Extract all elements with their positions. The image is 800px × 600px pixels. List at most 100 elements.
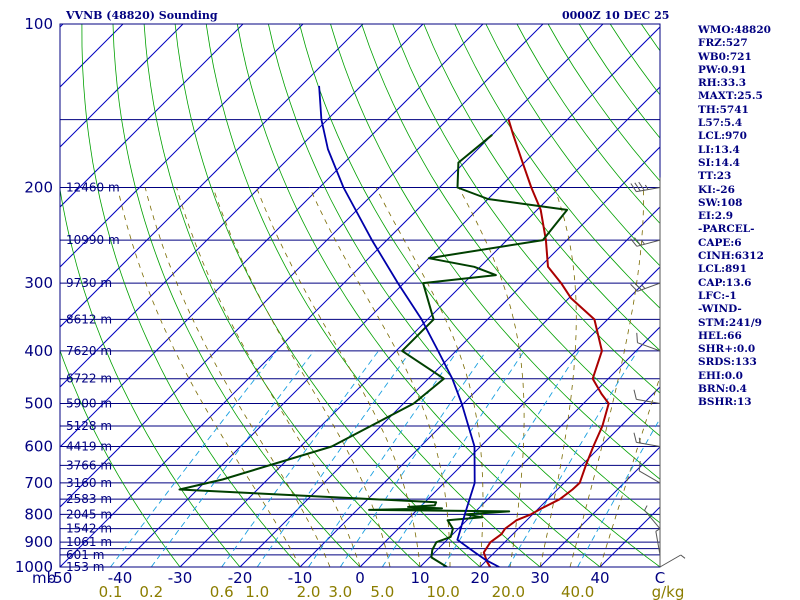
- pressure-unit-label: mb: [32, 569, 56, 587]
- mixing-ratio-line-0.6: [221, 350, 379, 567]
- dry-adiabat-10: [143, 24, 421, 567]
- dewpoint-line: [178, 134, 569, 567]
- mixing-ratio-line-1: [256, 350, 412, 567]
- height-label-800: 2045 m: [66, 507, 112, 521]
- index-item: FRZ:527: [698, 37, 748, 50]
- sounding-time: 0000Z 10 DEC 25: [562, 9, 670, 22]
- mixing-ratio-line-5: [381, 350, 525, 567]
- dry-adiabat-60: [299, 24, 660, 524]
- temperature-tick-labels: mb-50 -40 -30 -20 -10 0 10 20 30 40 C: [32, 569, 665, 587]
- dry-adiabat-80: [361, 24, 660, 437]
- dry-adiabat--20: [60, 186, 241, 567]
- temperature-label--30: -30: [168, 569, 193, 587]
- temperature-label-20: 20: [470, 569, 489, 587]
- height-label-750: 2583 m: [66, 492, 112, 506]
- moist-adiabat-0: [176, 187, 361, 567]
- height-label-350: 8612 m: [66, 312, 112, 326]
- isotherm-0: [359, 266, 660, 567]
- dry-adiabat-70: [330, 24, 660, 480]
- pressure-label-400: 400: [24, 342, 53, 360]
- mixing-ratio-label-3: 3.0: [328, 583, 352, 600]
- wind-barbs: [630, 177, 686, 568]
- wind-barb-850: [644, 505, 661, 530]
- isotherm--50: [60, 24, 604, 567]
- index-item: EHI:0.0: [698, 369, 743, 382]
- dry-adiabat-120: [485, 24, 660, 267]
- mixing-ratio-lines: [110, 350, 660, 567]
- temperature-label-40: 40: [590, 569, 609, 587]
- pressure-label-300: 300: [24, 274, 53, 292]
- dry-adiabat-40: [236, 24, 601, 567]
- index-item: SRDS:133: [698, 356, 757, 369]
- isotherm--20: [239, 146, 660, 567]
- mixing-ratio-tick-labels: 0.1 0.2 0.6 1.0 2.0 3.0 5.0 10.0 20.0 40.0 g/kg: [99, 583, 685, 600]
- wind-barb-1000: [659, 554, 686, 568]
- pressure-label-1000: 1000: [15, 558, 53, 576]
- mixing-ratio-label-0.1: 0.1: [99, 583, 123, 600]
- pressure-label-600: 600: [24, 438, 53, 456]
- isotherm-10: [419, 326, 660, 567]
- height-label-900: 1061 m: [66, 535, 112, 549]
- isotherm--120: [60, 24, 184, 148]
- index-item: L57:5.4: [698, 117, 743, 130]
- isotherm--100: [60, 24, 304, 268]
- height-label-250: 10990 m: [66, 233, 120, 247]
- wind-barb-700: [638, 461, 661, 484]
- isotherm--110: [60, 24, 244, 208]
- index-item: SHR+:0.0: [698, 343, 756, 356]
- dry-adiabat-90: [392, 24, 660, 394]
- height-label-650: 3766 m: [66, 458, 112, 472]
- height-label-400: 7620 m: [66, 344, 112, 358]
- isotherm--30: [179, 86, 660, 567]
- pressure-tick-labels: 100 200 300 400 500 600 700 800 900 1000: [15, 15, 53, 576]
- index-item: TT:23: [698, 170, 732, 183]
- dry-adiabat-30: [205, 24, 541, 567]
- mixing-ratio-label-1: 1.0: [245, 583, 269, 600]
- wind-barb-250: [630, 237, 661, 247]
- wind-barb-400: [636, 332, 661, 352]
- index-item: LI:13.4: [698, 143, 740, 156]
- index-item: PW:0.91: [698, 63, 747, 76]
- parcel-line: [318, 85, 500, 567]
- height-labels: 12460 m 10990 m 9730 m 8612 m 7620 m 6722 m 59…: [66, 180, 120, 574]
- index-item: -PARCEL-: [698, 223, 755, 236]
- height-label-850: 1542 m: [66, 522, 112, 536]
- moist-adiabat-20: [375, 187, 484, 567]
- mixing-ratio-line-20: [507, 350, 638, 567]
- dry-adiabat-0: [112, 24, 361, 567]
- index-item: STM:241/9: [698, 316, 762, 329]
- temperature-unit-label: C: [655, 569, 665, 587]
- temperature-label-10: 10: [410, 569, 429, 587]
- index-item: BRN:0.4: [698, 383, 747, 396]
- index-item: KI:-26: [698, 183, 735, 196]
- mixing-ratio-line-0.2: [150, 350, 315, 567]
- wind-barb-600: [633, 432, 661, 447]
- stability-indices-list: WMO:48820 FRZ:527 WB0:721 PW:0.91 RH:33.3 MAX…: [698, 24, 771, 410]
- dry-adiabat-50: [268, 24, 660, 567]
- index-item: WMO:48820: [698, 24, 771, 36]
- moist-adiabat-10: [256, 187, 421, 567]
- index-item: MAXT:25.5: [698, 90, 763, 103]
- station-title: VVNB (48820) Sounding: [66, 9, 218, 22]
- pressure-label-900: 900: [24, 533, 53, 551]
- height-label-600: 4419 m: [66, 440, 112, 454]
- index-item: BSHR:13: [698, 396, 752, 409]
- dry-adiabat-100: [423, 24, 660, 352]
- index-item: CAP:13.6: [698, 276, 752, 289]
- moist-adiabat-15: [309, 187, 451, 567]
- mixing-ratio-line-40: [577, 417, 660, 567]
- isotherm-20: [479, 386, 660, 567]
- mixing-ratio-label-40: 40.0: [561, 583, 594, 600]
- temperature-label--10: -10: [288, 569, 313, 587]
- temperature-label--40: -40: [108, 569, 133, 587]
- index-item: HEL:66: [698, 329, 742, 342]
- isotherm--40: [119, 26, 660, 567]
- mixing-ratio-line-0.1: [110, 350, 278, 567]
- isotherm-lines: [60, 24, 660, 567]
- index-item: EI:2.9: [698, 210, 734, 223]
- pressure-label-500: 500: [24, 395, 53, 413]
- height-label-200: 12460 m: [66, 180, 120, 194]
- mixing-ratio-label-20: 20.0: [492, 583, 525, 600]
- temperature-label-0: 0: [355, 569, 365, 587]
